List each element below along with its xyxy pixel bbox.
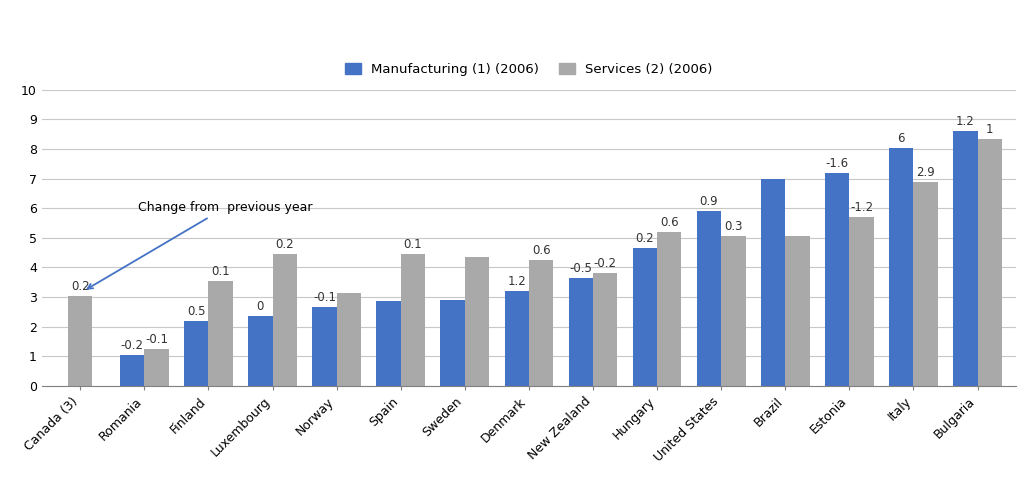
Text: 0.1: 0.1 [211,265,230,278]
Legend: Manufacturing (1) (2006), Services (2) (2006): Manufacturing (1) (2006), Services (2) (… [339,58,718,81]
Bar [657,232,681,386]
Bar [465,257,489,386]
Text: 0: 0 [257,300,264,313]
Text: -0.2: -0.2 [594,257,617,270]
Bar [120,354,144,386]
Bar [529,260,554,386]
Bar [721,236,745,386]
Bar [889,148,913,386]
Text: -1.2: -1.2 [850,201,873,214]
Text: -0.5: -0.5 [569,262,592,275]
Bar [144,349,169,386]
Bar [68,296,93,386]
Bar [633,248,657,386]
Bar [761,179,786,386]
Text: 0.2: 0.2 [71,280,90,293]
Text: 0.9: 0.9 [700,195,719,208]
Bar [185,320,208,386]
Bar [336,293,361,386]
Bar [440,300,465,386]
Bar [248,316,272,386]
Bar [825,173,850,386]
Bar [272,254,297,386]
Text: 0.5: 0.5 [187,305,205,318]
Text: 1: 1 [986,123,994,136]
Text: -0.1: -0.1 [313,291,336,304]
Bar [376,301,401,386]
Text: 0.2: 0.2 [275,238,294,251]
Bar [850,217,873,386]
Text: 0.1: 0.1 [403,238,423,251]
Text: 0.6: 0.6 [532,244,551,257]
Text: 1.2: 1.2 [956,115,974,128]
Bar [954,131,977,386]
Bar [913,182,938,386]
Bar [401,254,425,386]
Bar [697,211,721,386]
Text: 2.9: 2.9 [917,166,935,179]
Text: 6: 6 [898,132,905,145]
Text: 1.2: 1.2 [507,275,526,288]
Text: 0.3: 0.3 [724,220,742,233]
Text: 0.6: 0.6 [660,216,678,229]
Text: -0.2: -0.2 [121,339,143,352]
Bar [569,278,593,386]
Bar [786,236,809,386]
Text: 0.2: 0.2 [635,232,655,245]
Text: Change from  previous year: Change from previous year [88,201,312,289]
Bar [312,308,336,386]
Text: -1.6: -1.6 [826,157,849,170]
Bar [504,291,529,386]
Bar [977,139,1002,386]
Text: -0.1: -0.1 [145,333,168,346]
Bar [208,281,233,386]
Bar [593,274,618,386]
